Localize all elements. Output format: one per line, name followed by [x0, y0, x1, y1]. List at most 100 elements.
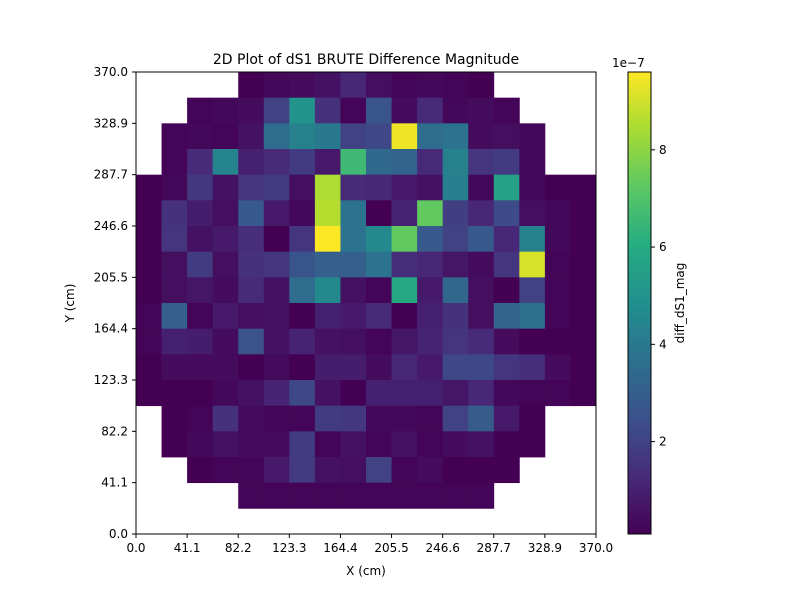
heatmap-cell: [314, 149, 341, 176]
heatmap-cell: [340, 405, 367, 432]
heatmap-cell: [417, 72, 444, 99]
colorbar-tick-label: 6: [659, 240, 667, 254]
heatmap-cell: [340, 457, 367, 484]
heatmap-cell: [442, 328, 469, 355]
heatmap-cell: [340, 200, 367, 227]
heatmap-cell: [442, 482, 469, 509]
y-tick-label: 328.9: [94, 116, 128, 130]
heatmap-cell: [519, 303, 546, 330]
y-tick-label: 164.4: [94, 322, 128, 336]
heatmap-cell: [289, 226, 316, 253]
heatmap-cell: [544, 277, 571, 304]
heatmap-cell: [493, 200, 520, 227]
heatmap-cell: [263, 457, 290, 484]
heatmap-cell: [366, 431, 392, 458]
colorbar-gradient: [628, 72, 651, 534]
heatmap-cell: [391, 328, 418, 355]
heatmap-cell: [366, 482, 392, 509]
heatmap-cell: [289, 277, 316, 304]
heatmap-cell: [289, 251, 316, 278]
heatmap-cell: [417, 457, 444, 484]
heatmap-cell: [212, 226, 239, 253]
heatmap-cell: [289, 405, 316, 432]
heatmap-cell: [289, 303, 316, 330]
heatmap-cell: [544, 380, 571, 407]
heatmap-cell: [366, 72, 392, 99]
heatmap-cell: [314, 354, 341, 381]
heatmap-cell: [519, 174, 546, 201]
heatmap-cell: [391, 380, 418, 407]
chart-title: 2D Plot of dS1 BRUTE Difference Magnitud…: [213, 52, 519, 68]
heatmap-cell: [187, 405, 214, 432]
heatmap-cell: [544, 251, 571, 278]
heatmap-cell: [340, 149, 367, 176]
heatmap-cell: [263, 431, 290, 458]
heatmap-cell: [263, 354, 290, 381]
heatmap-cell: [238, 328, 265, 355]
heatmap-cell: [187, 380, 214, 407]
heatmap-cell: [263, 251, 290, 278]
heatmap-cell: [417, 123, 444, 150]
heatmap-cell: [212, 380, 239, 407]
heatmap-cell: [212, 174, 239, 201]
heatmap-cell: [187, 303, 214, 330]
heatmap-cell: [417, 277, 444, 304]
x-axis-label: X (cm): [346, 564, 386, 578]
heatmap-cell: [212, 431, 239, 458]
heatmap-cell: [314, 457, 341, 484]
heatmap-cell: [314, 72, 341, 99]
heatmap-cell: [442, 354, 469, 381]
heatmap-cell: [340, 431, 367, 458]
heatmap-cell: [212, 457, 239, 484]
heatmap-cell: [289, 431, 316, 458]
heatmap-cell: [391, 174, 418, 201]
heatmap-cell: [136, 380, 162, 407]
heatmap-cell: [391, 277, 418, 304]
heatmap-cell: [314, 123, 341, 150]
heatmap-cell: [136, 328, 162, 355]
heatmap-cell: [417, 431, 444, 458]
heatmap-cell: [391, 226, 418, 253]
heatmap-cell: [468, 431, 495, 458]
heatmap-cells: [136, 72, 597, 509]
heatmap-cell: [212, 97, 239, 124]
heatmap-cell: [442, 72, 469, 99]
heatmap-cell: [238, 251, 265, 278]
heatmap-cell: [468, 174, 495, 201]
colorbar-ticks: 2 4 6 8: [651, 143, 667, 449]
x-tick-label: 41.1: [174, 541, 201, 555]
colorbar-label: diff_dS1_mag: [673, 263, 687, 344]
heatmap-cell: [161, 405, 188, 432]
heatmap-cell: [570, 174, 597, 201]
heatmap-cell: [417, 380, 444, 407]
heatmap-cell: [468, 405, 495, 432]
heatmap-cell: [263, 97, 290, 124]
colorbar-tick-label: 2: [659, 435, 667, 449]
heatmap-cell: [314, 200, 341, 227]
heatmap-cell: [519, 149, 546, 176]
heatmap-cell: [136, 251, 162, 278]
heatmap-cell: [391, 431, 418, 458]
heatmap-cell: [314, 226, 341, 253]
x-tick-label: 328.9: [528, 541, 562, 555]
heatmap-cell: [366, 200, 392, 227]
heatmap-cell: [340, 482, 367, 509]
heatmap-cell: [238, 482, 265, 509]
heatmap-cell: [442, 226, 469, 253]
heatmap-cell: [468, 354, 495, 381]
heatmap-cell: [570, 303, 597, 330]
heatmap-cell: [468, 200, 495, 227]
heatmap-cell: [289, 174, 316, 201]
heatmap-cell: [263, 277, 290, 304]
heatmap-cell: [366, 174, 392, 201]
heatmap-cell: [366, 149, 392, 176]
heatmap-cell: [366, 457, 392, 484]
heatmap-cell: [493, 303, 520, 330]
heatmap-cell: [161, 174, 188, 201]
y-tick-label: 123.3: [94, 373, 128, 387]
heatmap-cell: [289, 97, 316, 124]
heatmap-cell: [340, 174, 367, 201]
heatmap-cell: [391, 354, 418, 381]
heatmap-cell: [468, 123, 495, 150]
plot-frame: [135, 71, 597, 535]
